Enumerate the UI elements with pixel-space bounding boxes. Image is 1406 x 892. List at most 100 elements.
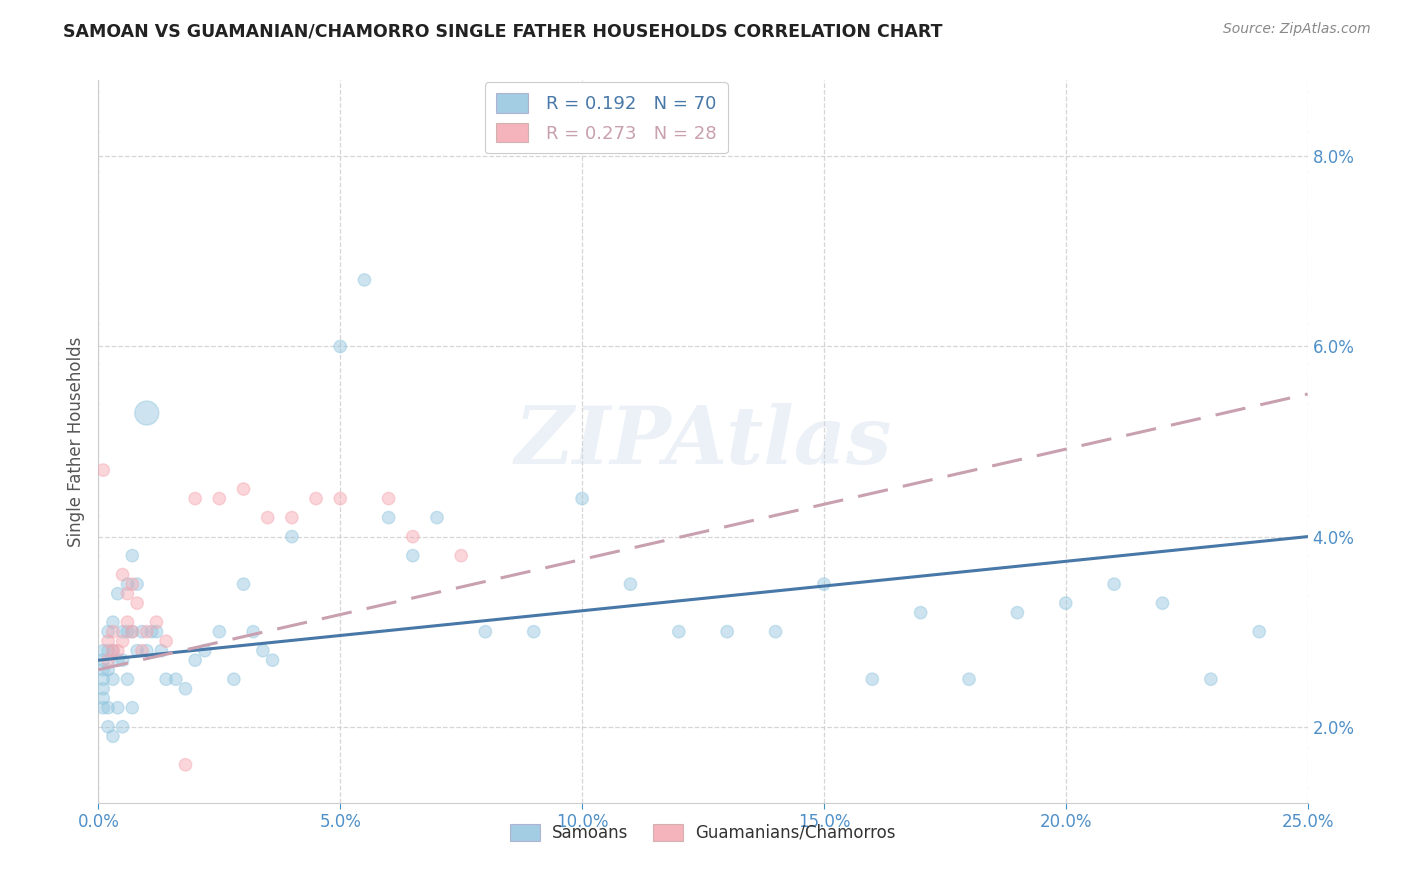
Point xyxy=(184,491,207,506)
Point xyxy=(1007,606,1029,620)
Point xyxy=(91,700,114,714)
Text: SAMOAN VS GUAMANIAN/CHAMORRO SINGLE FATHER HOUSEHOLDS CORRELATION CHART: SAMOAN VS GUAMANIAN/CHAMORRO SINGLE FATH… xyxy=(63,22,943,40)
Point xyxy=(145,624,167,639)
Point xyxy=(107,587,129,601)
Point xyxy=(619,577,641,591)
Point xyxy=(860,672,883,686)
Point xyxy=(91,663,114,677)
Point xyxy=(97,624,120,639)
Point xyxy=(150,643,173,657)
Point xyxy=(97,663,120,677)
Point xyxy=(101,643,124,657)
Point xyxy=(107,643,129,657)
Point xyxy=(232,482,254,496)
Point xyxy=(232,577,254,591)
Point xyxy=(426,510,449,524)
Point xyxy=(242,624,264,639)
Point xyxy=(208,491,231,506)
Text: ZIPAtlas: ZIPAtlas xyxy=(515,403,891,480)
Point xyxy=(402,549,425,563)
Point xyxy=(184,653,207,667)
Point xyxy=(523,624,546,639)
Point xyxy=(262,653,284,667)
Point xyxy=(145,615,167,630)
Point xyxy=(91,653,114,667)
Point xyxy=(121,624,143,639)
Point xyxy=(127,596,149,610)
Point xyxy=(101,672,124,686)
Point xyxy=(1152,596,1174,610)
Text: Source: ZipAtlas.com: Source: ZipAtlas.com xyxy=(1223,22,1371,37)
Point xyxy=(155,634,177,648)
Point xyxy=(97,634,120,648)
Point xyxy=(101,624,124,639)
Point xyxy=(1102,577,1125,591)
Point xyxy=(281,530,304,544)
Point xyxy=(117,577,139,591)
Point xyxy=(910,606,932,620)
Point xyxy=(208,624,231,639)
Point xyxy=(1199,672,1222,686)
Point xyxy=(281,510,304,524)
Point xyxy=(402,530,425,544)
Point xyxy=(121,624,143,639)
Point xyxy=(111,720,134,734)
Point xyxy=(97,720,120,734)
Point xyxy=(222,672,245,686)
Point xyxy=(91,672,114,686)
Point xyxy=(377,491,399,506)
Point xyxy=(256,510,278,524)
Point xyxy=(91,681,114,696)
Point xyxy=(571,491,593,506)
Point xyxy=(117,624,139,639)
Point xyxy=(127,643,149,657)
Point xyxy=(121,549,143,563)
Point xyxy=(91,691,114,706)
Point xyxy=(101,615,124,630)
Point xyxy=(91,463,114,477)
Point xyxy=(474,624,496,639)
Point xyxy=(716,624,738,639)
Point xyxy=(117,672,139,686)
Y-axis label: Single Father Households: Single Father Households xyxy=(66,336,84,547)
Point xyxy=(174,681,197,696)
Point xyxy=(97,700,120,714)
Point xyxy=(668,624,690,639)
Point xyxy=(101,643,124,657)
Point xyxy=(127,577,149,591)
Point xyxy=(135,624,157,639)
Point xyxy=(1249,624,1271,639)
Point xyxy=(765,624,787,639)
Point xyxy=(957,672,980,686)
Point xyxy=(107,700,129,714)
Point xyxy=(1054,596,1077,610)
Point xyxy=(155,672,177,686)
Point xyxy=(174,757,197,772)
Point xyxy=(329,339,352,353)
Point xyxy=(97,653,120,667)
Point xyxy=(329,491,352,506)
Point xyxy=(111,634,134,648)
Point xyxy=(97,643,120,657)
Point xyxy=(121,577,143,591)
Point xyxy=(353,273,375,287)
Point xyxy=(305,491,328,506)
Point xyxy=(117,587,139,601)
Point xyxy=(107,653,129,667)
Point xyxy=(91,643,114,657)
Legend: Samoans, Guamanians/Chamorros: Samoans, Guamanians/Chamorros xyxy=(503,817,903,848)
Point xyxy=(131,624,153,639)
Point xyxy=(101,729,124,743)
Point xyxy=(111,567,134,582)
Point xyxy=(111,653,134,667)
Point xyxy=(135,406,157,420)
Point xyxy=(450,549,472,563)
Point xyxy=(141,624,163,639)
Point xyxy=(111,624,134,639)
Point xyxy=(377,510,399,524)
Point xyxy=(252,643,274,657)
Point xyxy=(194,643,217,657)
Point xyxy=(117,615,139,630)
Point xyxy=(131,643,153,657)
Point xyxy=(813,577,835,591)
